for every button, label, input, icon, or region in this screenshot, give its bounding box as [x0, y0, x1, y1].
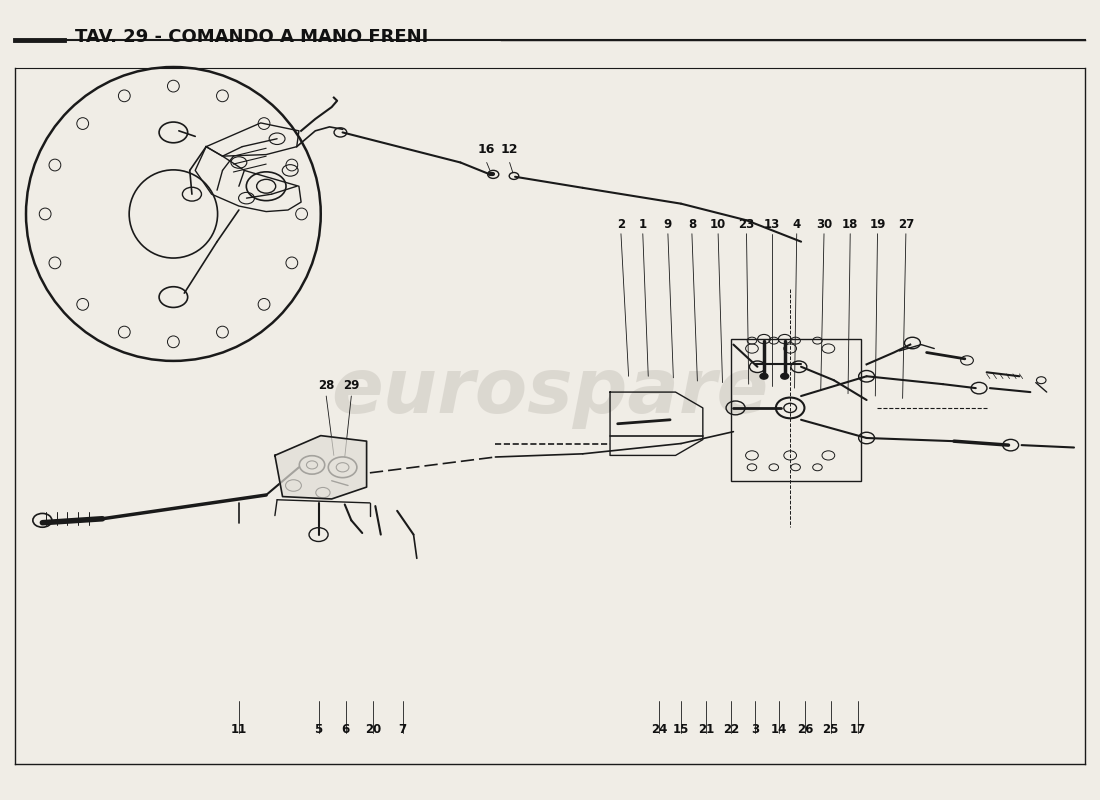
Text: 28: 28 [318, 379, 334, 392]
Text: 2: 2 [617, 218, 625, 230]
Text: 22: 22 [723, 723, 739, 737]
Text: 12: 12 [500, 143, 518, 156]
Circle shape [760, 374, 768, 379]
Text: 21: 21 [698, 723, 714, 737]
Text: 30: 30 [816, 218, 832, 230]
Text: 20: 20 [365, 723, 382, 737]
Text: 24: 24 [651, 723, 668, 737]
Text: 13: 13 [763, 218, 780, 230]
Text: 27: 27 [898, 218, 914, 230]
Text: 8: 8 [688, 218, 696, 230]
Text: 6: 6 [342, 723, 350, 737]
Text: TAV. 29 - COMANDO A MANO FRENI: TAV. 29 - COMANDO A MANO FRENI [75, 29, 428, 46]
Text: 16: 16 [478, 143, 495, 156]
Text: eurospare: eurospare [331, 355, 769, 429]
Text: 25: 25 [823, 723, 838, 737]
Text: 9: 9 [663, 218, 672, 230]
Text: 4: 4 [793, 218, 801, 230]
Text: 19: 19 [869, 218, 886, 230]
Text: 17: 17 [849, 723, 866, 737]
Polygon shape [275, 436, 366, 499]
Text: 23: 23 [738, 218, 755, 230]
Text: 14: 14 [771, 723, 788, 737]
Text: 3: 3 [751, 723, 759, 737]
Text: 7: 7 [398, 723, 407, 737]
Text: 1: 1 [639, 218, 647, 230]
Text: 15: 15 [673, 723, 690, 737]
Text: 10: 10 [710, 218, 726, 230]
Text: 5: 5 [315, 723, 322, 737]
Text: 18: 18 [842, 218, 858, 230]
Circle shape [781, 374, 789, 379]
Text: 29: 29 [343, 379, 360, 392]
Text: 26: 26 [798, 723, 814, 737]
Text: 11: 11 [231, 723, 248, 737]
